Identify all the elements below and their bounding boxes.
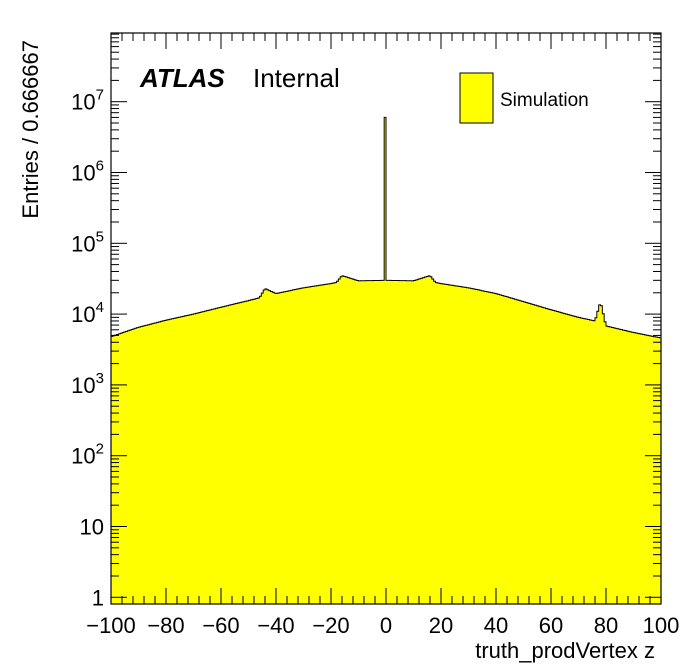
y-tick-label: 1 (92, 585, 104, 610)
x-tick-label: −80 (147, 613, 184, 638)
y-tick-label: 10 (80, 515, 104, 540)
y-tick-base: 10 (71, 444, 95, 469)
y-tick-exponent: 3 (96, 370, 104, 387)
histogram-series-simulation (110, 116, 662, 605)
x-tick-label: 40 (484, 613, 508, 638)
y-tick-exponent: 7 (96, 87, 104, 104)
y-tick-exponent: 6 (96, 158, 104, 175)
legend: Simulation (459, 72, 589, 124)
y-tick-label: 104 (71, 299, 104, 327)
x-tick-label: 100 (643, 613, 680, 638)
legend-swatch (459, 72, 494, 124)
plot-frame (110, 32, 662, 605)
y-tick-base: 10 (80, 515, 104, 540)
x-tick-label: −100 (86, 613, 136, 638)
legend-entry-simulation: Simulation (500, 90, 589, 111)
y-tick-exponent: 2 (96, 441, 104, 458)
x-tick-labels: −100 −80 −60 −40 −20 0 20 40 60 80 100 (86, 613, 679, 638)
y-tick-label: 103 (71, 370, 104, 398)
y-tick-label: 107 (71, 87, 104, 115)
x-tick-label: −60 (202, 613, 239, 638)
y-tick-label: 106 (71, 158, 104, 186)
y-tick-exponent: 5 (96, 228, 104, 245)
x-tick-label: 80 (594, 613, 618, 638)
axis-ticks (110, 33, 662, 604)
y-tick-base: 10 (71, 231, 95, 256)
y-tick-base: 10 (71, 90, 95, 115)
y-tick-base: 1 (92, 585, 104, 610)
histogram-layer (110, 116, 662, 605)
x-axis-title: truth_prodVertex z (475, 638, 655, 663)
y-tick-base: 10 (71, 373, 95, 398)
internal-label: Internal (253, 63, 340, 93)
atlas-label: ATLAS (139, 63, 225, 93)
y-tick-base: 10 (71, 302, 95, 327)
y-tick-exponent: 4 (96, 299, 104, 316)
x-tick-label: −20 (312, 613, 349, 638)
x-tick-label: 20 (429, 613, 453, 638)
x-tick-label: −40 (257, 613, 294, 638)
x-tick-label: 60 (539, 613, 563, 638)
y-tick-base: 10 (71, 161, 95, 186)
y-tick-label: 102 (71, 441, 104, 469)
y-tick-label: 105 (71, 228, 104, 256)
y-axis-title: Entries / 0.666667 (18, 40, 43, 219)
x-tick-label: 0 (380, 613, 392, 638)
